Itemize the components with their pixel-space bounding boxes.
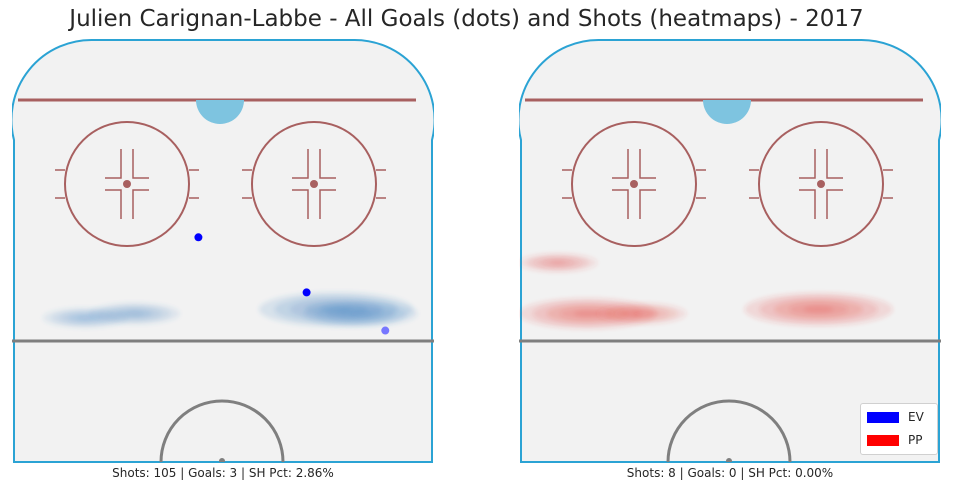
faceoff-dot-right: [817, 180, 825, 188]
goal-dot-2: [303, 288, 311, 296]
chart-title: Julien Carignan-Labbe - All Goals (dots)…: [0, 6, 933, 32]
shot-density-2: [89, 303, 179, 325]
goal-dot-1: [194, 233, 202, 241]
legend-swatch-ev: [867, 412, 899, 423]
legend: EV PP: [860, 403, 938, 455]
caption-right: Shots: 8 | Goals: 0 | SH Pct: 0.00%: [519, 466, 941, 480]
faceoff-dot-left: [123, 180, 131, 188]
shot-density-3: [596, 303, 686, 325]
shot-density-4: [744, 293, 892, 327]
shot-density-1: [519, 253, 597, 272]
rink-left: [12, 38, 434, 463]
faceoff-dot-right: [310, 180, 318, 188]
legend-swatch-pp: [867, 435, 899, 446]
rink-right: [519, 38, 941, 463]
legend-item-ev: EV: [867, 410, 924, 424]
goal-dot-3: [381, 327, 389, 335]
shot-density-4: [304, 300, 418, 326]
faceoff-dot-left: [630, 180, 638, 188]
caption-left: Shots: 105 | Goals: 3 | SH Pct: 2.86%: [12, 466, 434, 480]
legend-item-pp: PP: [867, 433, 922, 447]
legend-label-ev: EV: [908, 410, 924, 424]
legend-label-pp: PP: [908, 433, 922, 447]
